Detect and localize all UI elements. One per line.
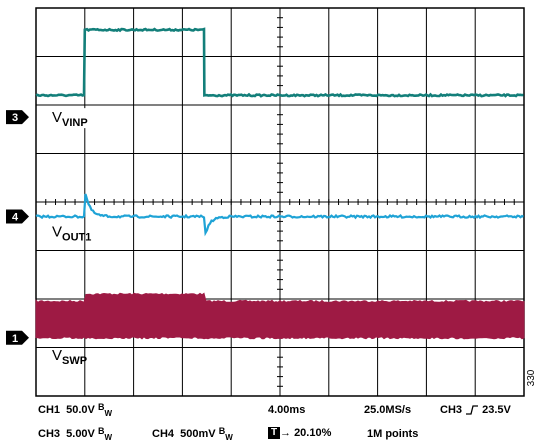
trigger-channel: CH3 — [440, 404, 463, 416]
ch4-label: CH4 — [152, 428, 175, 440]
trigger-position-value: 20.10% — [294, 427, 332, 439]
rising-edge-icon — [466, 405, 479, 415]
channel-marker-4: 4 — [6, 209, 29, 224]
trace-label-text: VVINP — [52, 109, 88, 129]
ch4-vout1-trace — [35, 193, 524, 237]
trigger-level: 23.5V — [482, 404, 511, 416]
channel-marker-1: 1 — [6, 330, 29, 345]
vswp-label: VSWP — [52, 347, 87, 367]
channel-marker-arrow — [6, 209, 29, 224]
trace-label-sub: VINP — [62, 117, 88, 129]
ch1-scale: 50.0V — [66, 404, 95, 416]
ch1-bw-mark: B — [97, 402, 105, 412]
ch4-bw-sub: W — [225, 433, 233, 442]
trace-label-sub: SWP — [62, 355, 87, 367]
trigger-position: T → 20.10% — [268, 427, 332, 440]
ch3-label: CH3 — [38, 428, 61, 440]
trace-label-main: V — [52, 224, 62, 241]
ch1-bw-sub: W — [104, 409, 113, 418]
ch3-scale: 5.00V — [66, 428, 95, 440]
ch4-bw-mark: B — [218, 426, 226, 436]
trigger-settings: CH3 23.5V — [440, 404, 511, 416]
channel-marker-number: 4 — [12, 212, 19, 224]
label-background — [49, 108, 125, 129]
channel-marker-arrow — [6, 110, 29, 125]
ch1-settings: CH1 50.0V BW — [38, 402, 113, 418]
ch3-bw-sub: W — [104, 433, 113, 442]
vinp-label: VVINP — [49, 108, 125, 129]
timebase: 4.00ms — [268, 404, 306, 416]
vout1-label: VOUT1 — [52, 224, 91, 244]
arrow-right-icon: → — [280, 427, 291, 439]
ch3-bw-mark: B — [97, 426, 105, 436]
channel-marker-number: 1 — [12, 333, 18, 345]
trace-label-main: V — [52, 109, 62, 126]
ch3-settings: CH3 5.00V BW — [38, 426, 113, 442]
figure-id: 330 — [526, 369, 537, 387]
channel-marker-number: 3 — [12, 112, 18, 124]
ch1-vswp-band — [35, 292, 525, 340]
ch4-settings: CH4 500mV BW — [152, 426, 233, 442]
channel-marker-3: 3 — [6, 110, 29, 125]
trace-label-text: VSWP — [52, 347, 87, 367]
trigger-marker-icon: T — [268, 427, 280, 440]
ch4-scale: 500mV — [180, 428, 216, 440]
ch3-vinp-trace — [35, 27, 524, 98]
trace-label-text: VOUT1 — [52, 224, 91, 244]
trace-label-main: V — [52, 347, 62, 364]
ch1-label: CH1 — [38, 404, 61, 416]
record-length: 1M points — [367, 428, 419, 440]
sample-rate: 25.0MS/s — [364, 404, 412, 416]
trace-label-sub: OUT1 — [62, 232, 91, 244]
channel-marker-arrow — [6, 330, 29, 345]
